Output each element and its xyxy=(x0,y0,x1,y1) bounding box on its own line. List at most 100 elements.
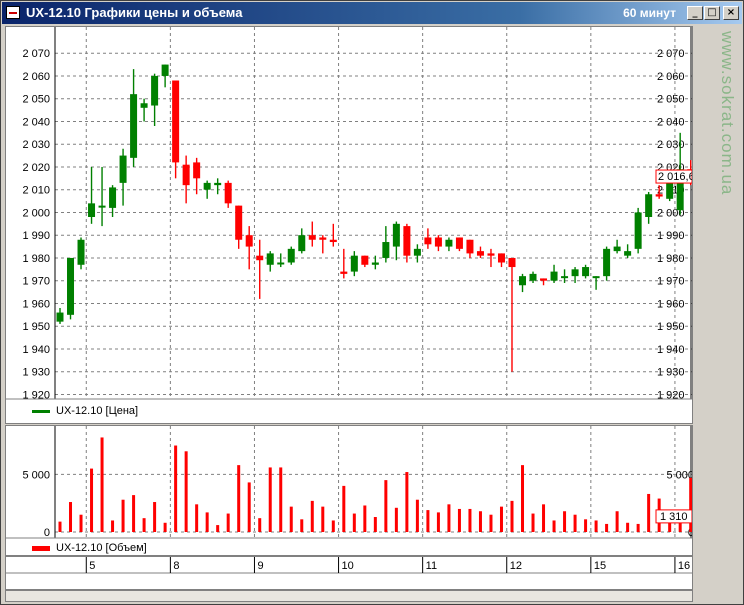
chart-app-icon[interactable] xyxy=(6,6,20,19)
price-chart[interactable]: 1 920 1 920 1 930 1 930 1 940 1 940 1 950 1 950… xyxy=(6,27,692,423)
price-ytick-left: 1 960 xyxy=(22,298,50,310)
price-ytick-right: 2 050 xyxy=(657,94,685,106)
candle-body xyxy=(624,251,632,256)
candle-body xyxy=(392,223,400,247)
volume-bar xyxy=(573,514,577,532)
volume-bar xyxy=(352,513,356,532)
price-ytick-left: 2 040 xyxy=(22,116,50,128)
time-tick-label: 15 xyxy=(594,560,606,572)
price-ytick-left: 1 990 xyxy=(22,230,50,242)
volume-bar xyxy=(394,507,398,532)
candle-body xyxy=(634,212,642,249)
candle-body xyxy=(67,257,75,315)
volume-bar xyxy=(237,465,241,532)
volume-bar xyxy=(205,512,209,532)
volume-bar xyxy=(174,445,178,532)
volume-bar xyxy=(247,482,251,532)
price-ytick-right: 1 980 xyxy=(657,253,685,265)
candle-body xyxy=(298,235,306,252)
price-ytick-left: 2 000 xyxy=(22,207,50,219)
close-button[interactable]: × xyxy=(723,6,739,20)
candle-body xyxy=(256,255,264,261)
price-ytick-left: 2 010 xyxy=(22,185,50,197)
price-ytick-left: 2 070 xyxy=(22,48,50,60)
volume-bar xyxy=(258,518,262,532)
volume-bar xyxy=(142,518,146,532)
candle-body xyxy=(350,255,358,272)
candle-body xyxy=(655,194,663,197)
volume-bar xyxy=(594,520,598,532)
price-ytick-left: 1 930 xyxy=(22,367,50,379)
candle-body xyxy=(77,239,85,265)
horizontal-scrollbar[interactable] xyxy=(5,590,693,602)
price-panel[interactable]: 1 920 1 920 1 930 1 930 1 940 1 940 1 950 1 950… xyxy=(5,26,693,424)
volume-bar xyxy=(426,510,430,532)
price-ytick-left: 1 940 xyxy=(22,344,50,356)
candle-body xyxy=(193,162,201,179)
volume-last-label: 1 310 xyxy=(660,511,688,523)
time-tick-label: 9 xyxy=(257,560,263,572)
price-ytick-right: 2 030 xyxy=(657,139,685,151)
price-ytick-right: 1 920 xyxy=(657,389,685,401)
volume-bar xyxy=(58,521,62,532)
volume-bar xyxy=(268,467,272,532)
volume-bar xyxy=(678,520,682,532)
volume-bar xyxy=(626,522,630,532)
candle-body xyxy=(582,267,590,277)
volume-chart[interactable]: 0 0 5 000 5 000 1 310 xyxy=(6,426,692,555)
time-tick-label: 5 xyxy=(89,560,95,572)
time-tick-label: 12 xyxy=(510,560,522,572)
volume-bar xyxy=(521,465,525,532)
candle-body xyxy=(550,271,558,281)
time-tick-label: 10 xyxy=(342,560,354,572)
time-axis: 5 8 9 10 11 12 15 16 xyxy=(5,556,693,590)
candle-body xyxy=(119,155,127,183)
watermark: www.sokrat.com.ua xyxy=(718,31,737,196)
time-tick-label: 11 xyxy=(426,560,437,572)
time-axis-svg: 5 8 9 10 11 12 15 16 xyxy=(6,557,692,574)
volume-bar xyxy=(342,485,346,532)
volume-bar xyxy=(216,525,220,532)
volume-bar xyxy=(153,502,157,532)
volume-bar xyxy=(132,495,136,532)
candle-body xyxy=(172,80,180,163)
candle-body xyxy=(424,237,432,245)
candle-body xyxy=(109,187,117,208)
title-bar[interactable]: UX-12.10 Графики цены и объема 60 минут … xyxy=(2,2,742,24)
price-ytick-right: 1 940 xyxy=(657,344,685,356)
candle-body xyxy=(161,64,169,76)
candle-body xyxy=(676,169,684,211)
volume-bar xyxy=(447,504,451,532)
price-legend-label: UX-12.10 [Цена] xyxy=(56,405,139,417)
volume-bar xyxy=(163,522,167,532)
candle-body xyxy=(645,194,653,217)
price-ytick-right: 1 930 xyxy=(657,367,685,379)
candle-body xyxy=(340,271,348,274)
volume-bar xyxy=(457,508,461,532)
candle-body xyxy=(603,248,611,277)
maximize-button[interactable]: □ xyxy=(704,6,720,20)
time-tick-label: 16 xyxy=(678,560,690,572)
price-ytick-left: 2 030 xyxy=(22,139,50,151)
price-ytick-right: 1 960 xyxy=(657,298,685,310)
volume-last-badge xyxy=(655,509,692,524)
volume-bar xyxy=(90,468,94,532)
candle-body xyxy=(455,237,463,249)
candle-body xyxy=(245,235,253,247)
volume-bar xyxy=(289,506,293,532)
volume-bar xyxy=(510,500,514,532)
candle-body xyxy=(666,180,674,199)
volume-ytick-right: 5 000 xyxy=(666,469,692,481)
candle-body xyxy=(287,248,295,263)
volume-legend-label: UX-12.10 [Объем] xyxy=(56,542,147,554)
volume-panel[interactable]: 0 0 5 000 5 000 1 310 UX-12.10 [Объем] xyxy=(5,425,693,556)
price-ytick-right: 2 000 xyxy=(657,207,685,219)
minimize-button[interactable]: _ xyxy=(687,6,703,20)
candle-body xyxy=(56,312,64,322)
candle-body xyxy=(476,251,484,256)
volume-ytick-right: 0 xyxy=(688,527,692,539)
volume-bar xyxy=(226,513,230,532)
volume-bar xyxy=(405,472,409,532)
volume-bar xyxy=(195,504,199,532)
